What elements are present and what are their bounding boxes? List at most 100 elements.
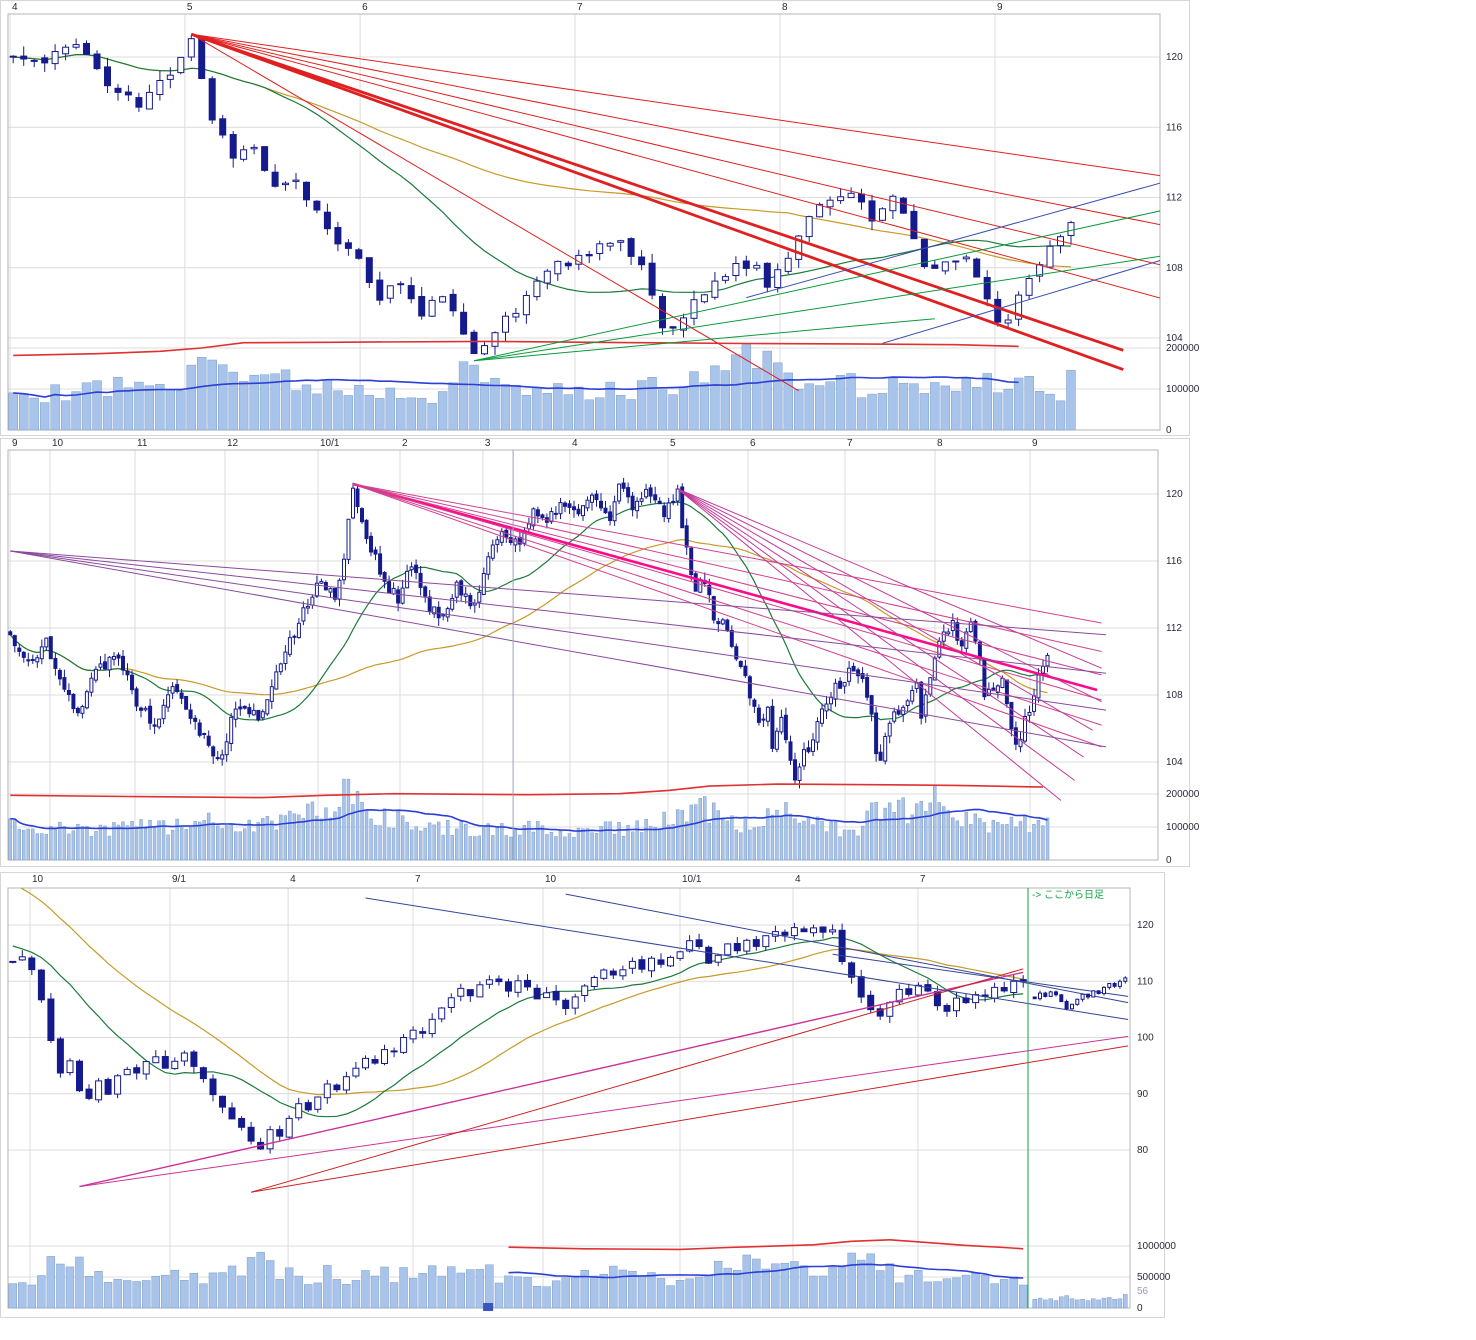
panel-3-volume-ma-line bbox=[508, 1263, 1024, 1279]
trend-line bbox=[352, 483, 1102, 726]
trend-line bbox=[352, 483, 1102, 676]
panel-3-trend-lines bbox=[79, 893, 1129, 1193]
x-tick-label: 9 bbox=[1032, 438, 1038, 449]
trend-line bbox=[677, 488, 1102, 669]
panel-1-trend-lines bbox=[190, 32, 1160, 392]
panel-3-bottom-marker[interactable] bbox=[483, 1303, 494, 1311]
trend-line bbox=[191, 33, 1160, 299]
panel-2-trend-lines bbox=[10, 482, 1107, 801]
trend-line bbox=[191, 33, 799, 392]
panel-1-moving-averages bbox=[13, 53, 1072, 293]
panel-2-x-axis-labels: 9 10 11 12 10/1 2 3 4 5 6 7 8 9 bbox=[12, 438, 1038, 449]
price-tick-label: 108 bbox=[1166, 690, 1183, 701]
x-tick-label: 10/1 bbox=[682, 874, 702, 885]
panel-3-plot-area[interactable] bbox=[8, 888, 1130, 1308]
trend-line bbox=[352, 483, 1102, 701]
panel-1-price-axis-labels: 120 116 112 108 104 bbox=[1166, 52, 1183, 344]
trend-line bbox=[352, 482, 1098, 692]
panel-3-window-border bbox=[0, 872, 1165, 1318]
panel-1-volume-bars bbox=[8, 344, 1076, 431]
price-tick-label: 108 bbox=[1166, 263, 1183, 274]
x-tick-label: 4 bbox=[572, 438, 578, 449]
panel-1-plot-area[interactable] bbox=[8, 14, 1160, 430]
trend-line bbox=[677, 488, 1102, 703]
volume-tick-label: 0 bbox=[1166, 855, 1172, 866]
price-tick-label: 116 bbox=[1166, 556, 1182, 567]
trend-line bbox=[352, 483, 1102, 624]
x-tick-label: 5 bbox=[187, 2, 193, 13]
trend-line bbox=[677, 488, 1084, 758]
panel-1-frame bbox=[7, 13, 1161, 431]
price-tick-label: 90 bbox=[1137, 1089, 1149, 1100]
price-tick-label: 120 bbox=[1137, 920, 1154, 931]
trend-line bbox=[473, 210, 1160, 362]
price-tick-label: 104 bbox=[1166, 757, 1183, 768]
panel-1-candles bbox=[9, 34, 1075, 356]
trend-line bbox=[882, 260, 1160, 344]
price-tick-label: 120 bbox=[1166, 52, 1183, 63]
panel-3: 10 9/1 4 7 10 10/1 4 7 120 110 100 90 80 1000000 50000… bbox=[0, 872, 1176, 1318]
volume-tick-label: 100000 bbox=[1166, 384, 1200, 395]
x-tick-label: 9/1 bbox=[172, 874, 186, 885]
x-tick-label: 6 bbox=[362, 2, 368, 13]
panel-3-daily-tail bbox=[1032, 976, 1128, 1011]
price-tick-label: 120 bbox=[1166, 489, 1183, 500]
x-tick-label: 10/1 bbox=[320, 438, 340, 449]
trend-line bbox=[832, 953, 1129, 997]
panel-2-volume-bars bbox=[8, 778, 1050, 861]
x-tick-label: 6 bbox=[750, 438, 756, 449]
x-tick-label: 5 bbox=[670, 438, 676, 449]
x-tick-label: 7 bbox=[415, 874, 421, 885]
price-tick-label: 110 bbox=[1137, 976, 1153, 987]
trend-line bbox=[251, 1045, 1129, 1193]
panel-2-window-border bbox=[0, 438, 1190, 867]
panel-2-plot-area[interactable] bbox=[8, 450, 1158, 860]
trend-line bbox=[352, 483, 1102, 652]
x-tick-label: 7 bbox=[920, 874, 926, 885]
trend-line bbox=[352, 483, 1102, 748]
panel-3-price-axis-labels: 120 110 100 90 80 bbox=[1137, 920, 1154, 1156]
trend-line bbox=[677, 488, 1093, 731]
volume-tick-label: 200000 bbox=[1166, 789, 1200, 800]
x-tick-label: 4 bbox=[12, 2, 18, 13]
trend-line bbox=[190, 32, 1124, 352]
panel-3-volume-axis-labels: 1000000 500000 0 bbox=[1137, 1241, 1176, 1314]
panel-3-volume-bars bbox=[8, 1251, 1028, 1309]
x-tick-label: 2 bbox=[402, 438, 408, 449]
panel-2-ma-long bbox=[9, 539, 1048, 696]
panel-2-price-axis-labels: 120 116 112 108 104 bbox=[1166, 489, 1183, 768]
x-tick-label: 12 bbox=[227, 438, 239, 449]
trend-line bbox=[365, 897, 1129, 1020]
trend-line bbox=[746, 182, 1160, 299]
trend-line bbox=[191, 33, 1160, 226]
x-tick-label: 7 bbox=[847, 438, 853, 449]
trend-line bbox=[677, 488, 1062, 801]
panel-3-candles bbox=[9, 922, 1027, 1154]
panel-1-window-border bbox=[0, 0, 1190, 436]
trend-line bbox=[677, 488, 1075, 781]
price-tick-label: 112 bbox=[1166, 193, 1182, 204]
panel-1-x-axis-labels: 4 5 6 7 8 9 bbox=[12, 2, 1003, 13]
price-tick-label: 116 bbox=[1166, 122, 1182, 133]
trend-line bbox=[10, 550, 1107, 711]
panel-2: 9 10 11 12 10/1 2 3 4 5 6 7 8 9 120 116 112 108 104 200000… bbox=[0, 438, 1200, 867]
panel-3-ma-short bbox=[12, 936, 1024, 1118]
trend-line bbox=[191, 33, 1160, 266]
panel-2-volume-red-line bbox=[10, 783, 1044, 799]
panel-1-volume-red-line bbox=[13, 340, 1019, 357]
panel-2-volume-ma-line bbox=[10, 808, 1048, 832]
trend-line bbox=[191, 33, 1160, 177]
panel-1-volume-axis-labels: 200000 100000 0 bbox=[1166, 343, 1200, 436]
x-tick-label: 3 bbox=[485, 438, 491, 449]
price-tick-label: 100 bbox=[1137, 1033, 1154, 1044]
x-tick-label: 8 bbox=[782, 2, 788, 13]
x-tick-label: 9 bbox=[997, 2, 1003, 13]
panel-3-x-axis-labels: 10 9/1 4 7 10 10/1 4 7 bbox=[32, 874, 926, 885]
panel-3-annotation-daily-from-here: -> ここから日足 bbox=[1032, 889, 1104, 901]
x-tick-label: 10 bbox=[52, 438, 64, 449]
panel-2-volume-axis-labels: 200000 100000 0 bbox=[1166, 789, 1200, 866]
x-tick-label: 4 bbox=[290, 874, 296, 885]
volume-tick-label: 500000 bbox=[1137, 1272, 1171, 1283]
